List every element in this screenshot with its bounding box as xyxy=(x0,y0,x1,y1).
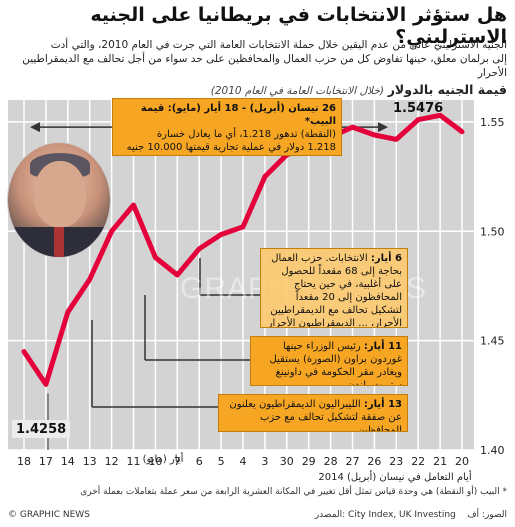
x-tick-label: 12 xyxy=(105,455,119,468)
chart-heading-bold: قيمة الجنيه بالدولار xyxy=(387,82,507,97)
x-tick-label: 23 xyxy=(389,455,403,468)
note-peak-title: 26 نيسان (أبريل) - 18 أيار (مايو): قيمة … xyxy=(140,103,336,127)
x-tick-label: 6 xyxy=(196,455,203,468)
x-tick-label: 29 xyxy=(302,455,316,468)
intro-line-2: إلى برلمان معلق، حينها تفاوض كل من حزب ا… xyxy=(22,53,507,79)
note-peak: 26 نيسان (أبريل) - 18 أيار (مايو): قيمة … xyxy=(112,98,342,156)
credit: © GRAPHIC NEWS xyxy=(8,510,90,520)
note-11may-body: رئيس الوزراء حينها غوردون براون (الصورة)… xyxy=(269,341,402,386)
intro-line-1: الجنيه الاسترليني عانى من عدم اليقين خلا… xyxy=(50,39,507,51)
x-axis-label: أيام التعامل في نيسان (أبريل) 2014 xyxy=(318,470,471,483)
footnote: * البيب (أو النقطة) هي وحدة قياس تمثل أق… xyxy=(80,487,507,497)
photo-face xyxy=(34,161,86,227)
chart-heading: قيمة الجنيه بالدولار (خلال الانتخابات ال… xyxy=(7,82,507,97)
low-value-label: 1.4258 xyxy=(16,422,67,437)
y-axis-ticks: 1.40 1.45 1.50 1.55 xyxy=(480,116,505,457)
photo-tie xyxy=(54,227,64,257)
x-axis-ticks: 20 21 22 23 26 27 28 29 30 3 4 5 6 7 10 11 12 13 14 17 18 xyxy=(17,455,469,468)
x-tick-label: 3 xyxy=(261,455,268,468)
x-tick-label: 28 xyxy=(324,455,338,468)
x-tick-label: 18 xyxy=(17,455,31,468)
y-tick-label: 1.40 xyxy=(480,444,505,457)
note-peak-line2: 1.218 دولار في عملية تجارية قيمتها 10.00… xyxy=(126,142,336,153)
x-tick-label: 14 xyxy=(61,455,75,468)
note-13may-title: 13 أيار: xyxy=(363,399,402,410)
sources: المصدر: City Index, UK Investing الصور: … xyxy=(315,510,507,520)
x-tick-label: 11 xyxy=(127,455,141,468)
x-tick-label: 30 xyxy=(280,455,294,468)
note-6may: 6 أيار: الانتخابات. حزب العمال بحاجة إلى… xyxy=(260,248,408,328)
photo-credit: الصور: أف xyxy=(467,510,507,520)
x-tick-label: 20 xyxy=(455,455,469,468)
low-value-box xyxy=(12,420,70,438)
chart-heading-italic: (خلال الانتخابات العامة في العام 2010) xyxy=(210,85,385,97)
y-tick-label: 1.45 xyxy=(480,335,505,348)
x-tick-label: 10 xyxy=(148,455,162,468)
page-title: هل ستؤثر الانتخابات في بريطانيا على الجن… xyxy=(90,4,507,48)
note-11may-title: 11 أيار: xyxy=(363,341,402,352)
note-6may-body: الانتخابات. حزب العمال بحاجة إلى 68 مقعد… xyxy=(267,253,402,328)
note-13may-body: الليبراليون الديمقراطيون يعلنون عن صفقة … xyxy=(229,399,402,432)
arrow-right-head xyxy=(378,122,388,133)
x-tick-label: 7 xyxy=(174,455,181,468)
note-13may: 13 أيار: الليبراليون الديمقراطيون يعلنون… xyxy=(218,394,408,432)
x-tick-label: 27 xyxy=(346,455,360,468)
y-tick-label: 1.50 xyxy=(480,225,505,238)
gordon-brown-photo xyxy=(7,142,111,258)
sources-text: المصدر: City Index, UK Investing xyxy=(314,510,456,520)
x-month-label: أيار (مايو) xyxy=(143,452,184,465)
note-11may: 11 أيار: رئيس الوزراء حينها غوردون براون… xyxy=(250,336,408,386)
x-tick-label: 4 xyxy=(240,455,247,468)
note-6may-title: 6 أيار: xyxy=(370,253,402,264)
x-tick-label: 13 xyxy=(83,455,97,468)
y-tick-label: 1.55 xyxy=(480,116,505,129)
x-tick-label: 5 xyxy=(218,455,225,468)
x-tick-label: 22 xyxy=(411,455,425,468)
x-tick-label: 21 xyxy=(433,455,447,468)
x-tick-label: 17 xyxy=(39,455,53,468)
intro-text: الجنيه الاسترليني عانى من عدم اليقين خلا… xyxy=(7,38,507,80)
x-tick-label: 26 xyxy=(367,455,381,468)
arrow-left-head xyxy=(30,122,40,133)
high-value-label: 1.5476 xyxy=(393,101,444,116)
note-peak-line1: (النقطة) تدهور 1.218، أي ما يعادل خسارة xyxy=(156,129,336,140)
